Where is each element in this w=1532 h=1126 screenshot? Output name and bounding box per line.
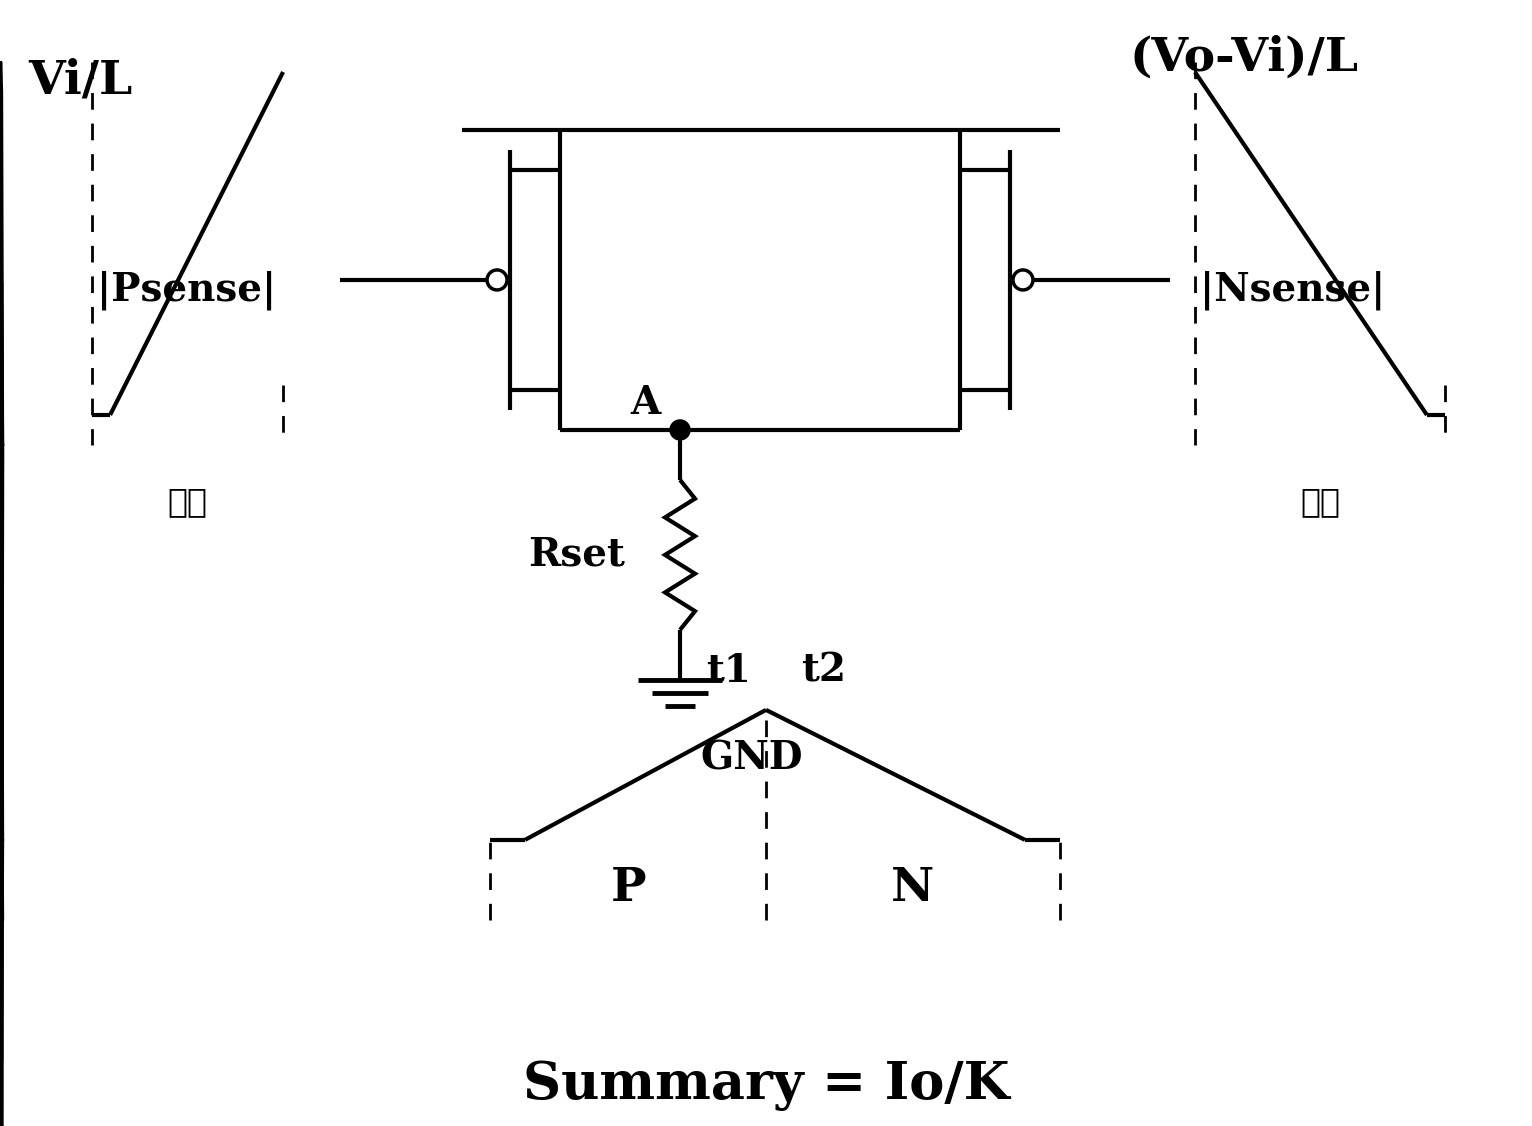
Text: GND: GND bbox=[700, 740, 803, 778]
Text: P: P bbox=[610, 865, 647, 911]
Text: t2: t2 bbox=[801, 652, 846, 690]
Text: 输出: 输出 bbox=[167, 485, 207, 518]
Text: Vi/L: Vi/L bbox=[28, 59, 132, 104]
Text: 输出: 输出 bbox=[1301, 485, 1340, 518]
Text: (Vo-Vi)/L: (Vo-Vi)/L bbox=[1131, 35, 1359, 81]
Text: |Nsense|: |Nsense| bbox=[1200, 270, 1385, 310]
Text: Rset: Rset bbox=[529, 536, 625, 574]
Text: Summary = Io/K: Summary = Io/K bbox=[522, 1060, 1010, 1111]
Text: N: N bbox=[892, 865, 935, 911]
Circle shape bbox=[669, 420, 689, 440]
Text: A: A bbox=[630, 384, 660, 422]
Text: |Psense|: |Psense| bbox=[97, 270, 276, 310]
Text: t1: t1 bbox=[706, 652, 751, 690]
